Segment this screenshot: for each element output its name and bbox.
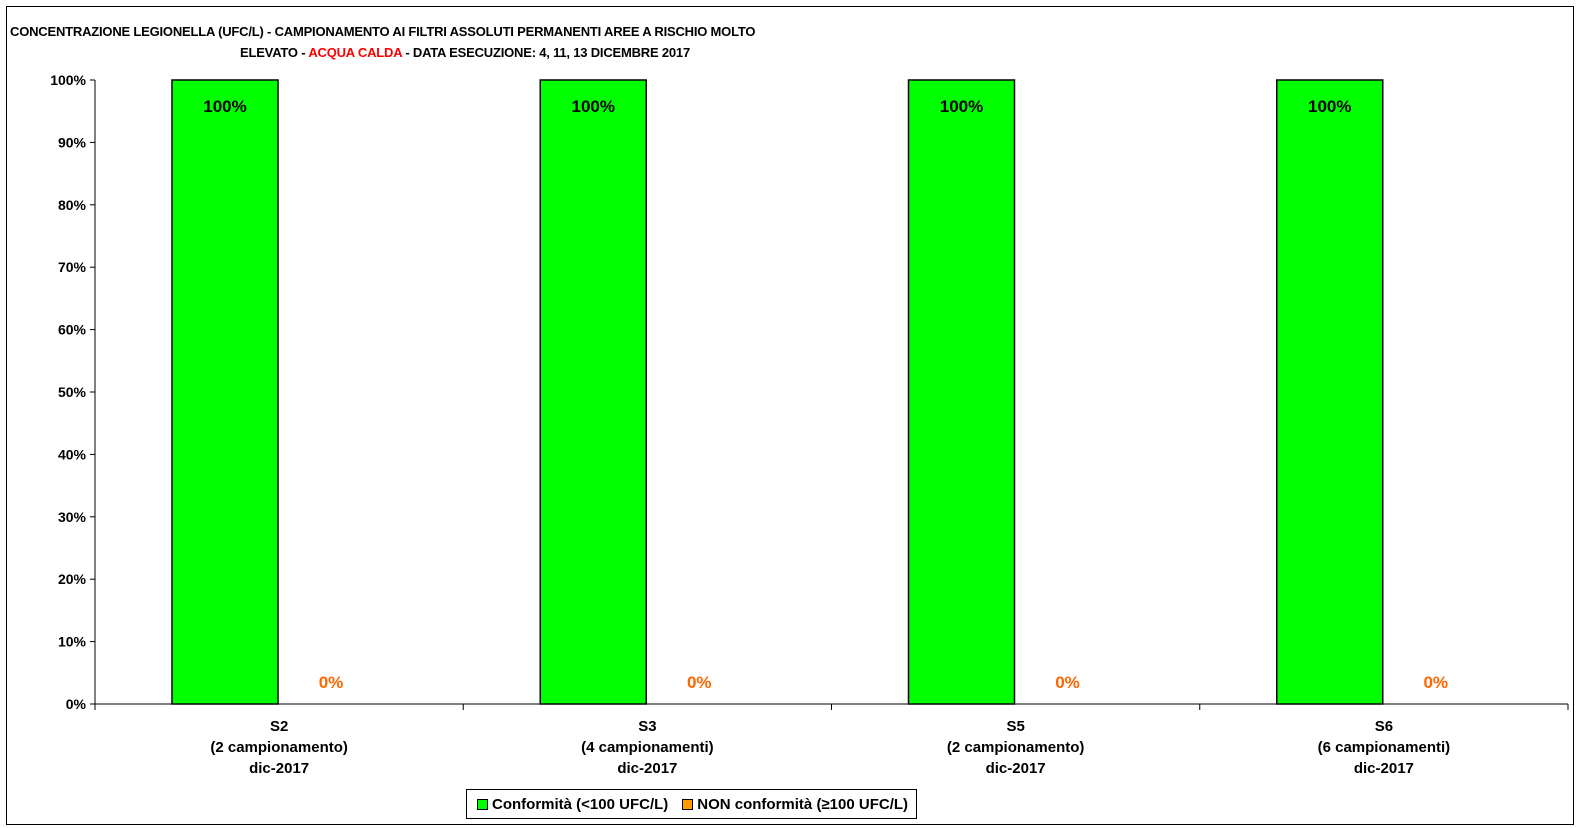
- y-tick-label: 40%: [58, 446, 87, 462]
- x-tick-label: (2 campionamento): [947, 739, 1085, 756]
- title-highlight: ACQUA CALDA: [308, 45, 402, 60]
- bar-conforme-0: [171, 79, 279, 705]
- legend-swatch-conforme: [477, 798, 488, 810]
- data-label: 100%: [572, 97, 615, 116]
- chart-frame: [6, 6, 1574, 825]
- legend-item-non-conforme: NON conformità (≥100 UFC/L): [682, 796, 908, 813]
- x-tick-label: (6 campionamenti): [1318, 739, 1451, 756]
- x-tick-label: dic-2017: [1354, 760, 1414, 777]
- bar-conforme-2: [907, 79, 1016, 705]
- data-label: 0%: [319, 673, 344, 692]
- data-label: 100%: [940, 97, 983, 116]
- bar-conforme-3: [1276, 79, 1384, 705]
- y-tick-label: 10%: [58, 634, 87, 650]
- y-tick-label: 60%: [58, 322, 87, 338]
- x-tick-label: S6: [1375, 718, 1393, 735]
- y-tick-label: 70%: [58, 259, 87, 275]
- chart-title-line1: CONCENTRAZIONE LEGIONELLA (UFC/L) - CAMP…: [10, 24, 756, 39]
- y-tick-label: 80%: [58, 197, 87, 213]
- x-tick-label: dic-2017: [986, 760, 1046, 777]
- legend-swatch-non-conforme: [682, 798, 694, 810]
- y-tick-label: 100%: [50, 72, 86, 88]
- title-prefix: ELEVATO -: [240, 45, 309, 60]
- data-label: 100%: [1308, 97, 1351, 116]
- legend: Conformità (<100 UFC/L) NON conformità (…: [466, 789, 918, 819]
- y-tick-label: 50%: [58, 384, 87, 400]
- legend-label-non-conforme: NON conformità (≥100 UFC/L): [697, 795, 909, 813]
- y-tick-label: 0%: [66, 696, 87, 712]
- y-tick-label: 20%: [58, 571, 87, 587]
- y-tick-label: 90%: [58, 134, 87, 150]
- x-tick-label: S3: [638, 718, 656, 735]
- x-tick-label: dic-2017: [617, 760, 677, 777]
- data-label: 0%: [687, 673, 712, 692]
- data-label: 0%: [1055, 673, 1080, 692]
- x-tick-label: dic-2017: [249, 760, 309, 777]
- data-label: 100%: [203, 97, 246, 116]
- legend-item-conforme: Conformità (<100 UFC/L): [477, 796, 668, 813]
- chart-title-line2: ELEVATO - ACQUA CALDA - DATA ESECUZIONE:…: [240, 45, 690, 60]
- bar-conforme-1: [539, 79, 647, 705]
- legend-label-conforme: Conformità (<100 UFC/L): [492, 795, 669, 813]
- x-tick-label: (2 campionamento): [210, 739, 348, 756]
- x-tick-label: (4 campionamenti): [581, 739, 714, 756]
- x-tick-label: S2: [270, 718, 288, 735]
- title-suffix: - DATA ESECUZIONE: 4, 11, 13 DICEMBRE 20…: [401, 45, 690, 60]
- y-tick-label: 30%: [58, 509, 87, 525]
- data-label: 0%: [1423, 673, 1448, 692]
- x-tick-label: S5: [1006, 718, 1024, 735]
